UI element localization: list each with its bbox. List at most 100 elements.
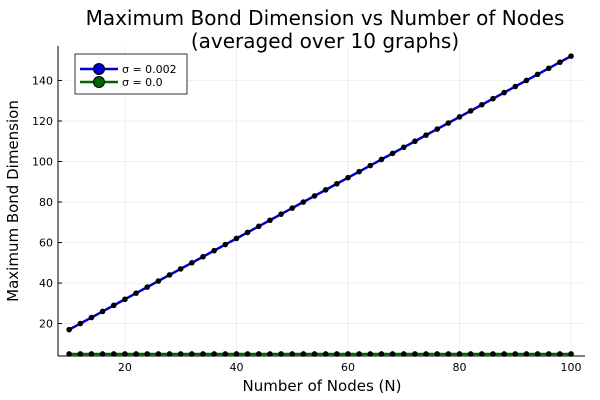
series-1-point-28	[378, 156, 385, 163]
series-2-point-9	[166, 351, 173, 357]
series-2-point-26	[356, 351, 362, 357]
series-1-point-15	[233, 235, 240, 242]
series-1-point-32	[423, 132, 429, 138]
y-tick-label-3: 80	[39, 196, 53, 209]
series-2-point-5	[122, 351, 128, 357]
series-2-point-16	[244, 351, 251, 357]
series-1-point-5	[122, 296, 128, 303]
series-2-point-39	[501, 351, 507, 357]
series-2-point-40	[512, 351, 519, 357]
series-2-point-36	[467, 351, 474, 357]
legend: σ = 0.002 σ = 0.0	[74, 53, 188, 95]
series-2-point-27	[367, 351, 374, 357]
series-2-point-8	[155, 351, 162, 357]
series-1-point-42	[534, 71, 541, 78]
series-1-point-14	[222, 241, 229, 248]
series-1-point-12	[200, 253, 206, 260]
series-1-point-18	[267, 217, 273, 224]
series-1-point-7	[144, 284, 151, 290]
series-2-point-29	[389, 351, 396, 357]
series-1-point-43	[545, 65, 552, 72]
series-1-point-27	[367, 162, 374, 169]
series-1-point-2	[88, 314, 95, 321]
series-1-point-30	[400, 144, 407, 151]
series-2-point-15	[233, 351, 240, 357]
series-2-point-25	[345, 351, 351, 357]
series-1-point-13	[211, 247, 217, 254]
series-2-point-35	[456, 351, 463, 357]
x-tick-label-3: 80	[453, 361, 467, 374]
chart-title: Maximum Bond Dimension vs Number of Node…	[86, 6, 565, 30]
series-1-point-36	[467, 108, 474, 114]
series-layer	[66, 53, 574, 357]
series-2-point-28	[378, 351, 385, 357]
series-2-point-14	[222, 351, 229, 357]
series-2-point-32	[423, 351, 429, 357]
series-2-point-43	[545, 351, 552, 357]
series-1-point-3	[99, 308, 106, 315]
series-1-point-40	[512, 83, 519, 90]
series-2-point-24	[334, 351, 340, 357]
series-2-point-23	[322, 351, 329, 357]
legend-box	[74, 53, 188, 95]
series-2-point-2	[88, 351, 95, 357]
series-2-point-45	[568, 351, 574, 357]
series-line-1	[68, 55, 572, 331]
x-axis-label: Number of Nodes (N)	[243, 377, 402, 395]
series-1-point-22	[311, 193, 318, 199]
series-1-point-41	[523, 77, 530, 84]
x-tick-label-0: 20	[118, 361, 132, 374]
series-1-point-26	[356, 168, 362, 175]
series-1-point-24	[334, 180, 340, 187]
series-1-point-1	[77, 320, 84, 327]
y-tick-label-6: 140	[32, 74, 53, 87]
y-axis-label: Maximum Bond Dimension	[4, 100, 22, 302]
series-1-point-23	[322, 187, 329, 193]
series-1-point-25	[345, 174, 351, 181]
series-2-point-19	[278, 351, 284, 357]
series-1-point-17	[255, 223, 262, 230]
series-1-point-9	[166, 272, 173, 278]
series-2-point-12	[200, 351, 206, 357]
series-1-point-4	[110, 302, 117, 309]
y-tick-label-2: 60	[39, 237, 53, 250]
y-tick-label-1: 40	[39, 277, 53, 290]
y-tick-label-4: 100	[32, 155, 53, 168]
series-2-point-3	[99, 351, 106, 357]
legend-marker-series-1	[93, 63, 105, 75]
series-1-point-0	[66, 326, 72, 333]
chart-subtitle: (averaged over 10 graphs)	[191, 29, 459, 53]
series-1-point-20	[289, 205, 296, 211]
series-2-point-18	[267, 351, 273, 357]
series-2-point-7	[144, 351, 151, 357]
series-2-point-10	[177, 351, 184, 357]
legend-label-series-2: σ = 0.0	[122, 76, 163, 89]
series-2-point-31	[412, 351, 418, 357]
series-1-point-8	[155, 278, 162, 284]
series-2-point-13	[211, 351, 217, 357]
series-1-point-19	[278, 211, 284, 217]
series-1-point-44	[557, 59, 563, 66]
series-1-point-34	[445, 120, 452, 126]
series-2-point-22	[311, 351, 318, 357]
series-2-point-41	[523, 351, 530, 357]
series-1-point-31	[412, 138, 418, 145]
series-2-point-11	[189, 351, 195, 357]
series-2-point-1	[77, 351, 84, 357]
x-tick-label-2: 60	[341, 361, 355, 374]
x-tick-label-1: 40	[229, 361, 243, 374]
series-1-point-45	[568, 53, 574, 59]
series-2-point-4	[110, 351, 117, 357]
series-1-point-35	[456, 114, 463, 120]
series-1-point-38	[490, 95, 496, 102]
series-1-point-29	[389, 150, 396, 157]
series-2-point-33	[434, 351, 441, 357]
series-1-point-33	[434, 126, 441, 132]
series-2-point-34	[445, 351, 452, 357]
series-1-point-16	[244, 229, 251, 236]
series-1-point-37	[479, 101, 485, 108]
series-2-point-30	[400, 351, 407, 357]
series-2-point-44	[557, 351, 563, 357]
series-2-point-37	[479, 351, 485, 357]
series-2-point-17	[255, 351, 262, 357]
